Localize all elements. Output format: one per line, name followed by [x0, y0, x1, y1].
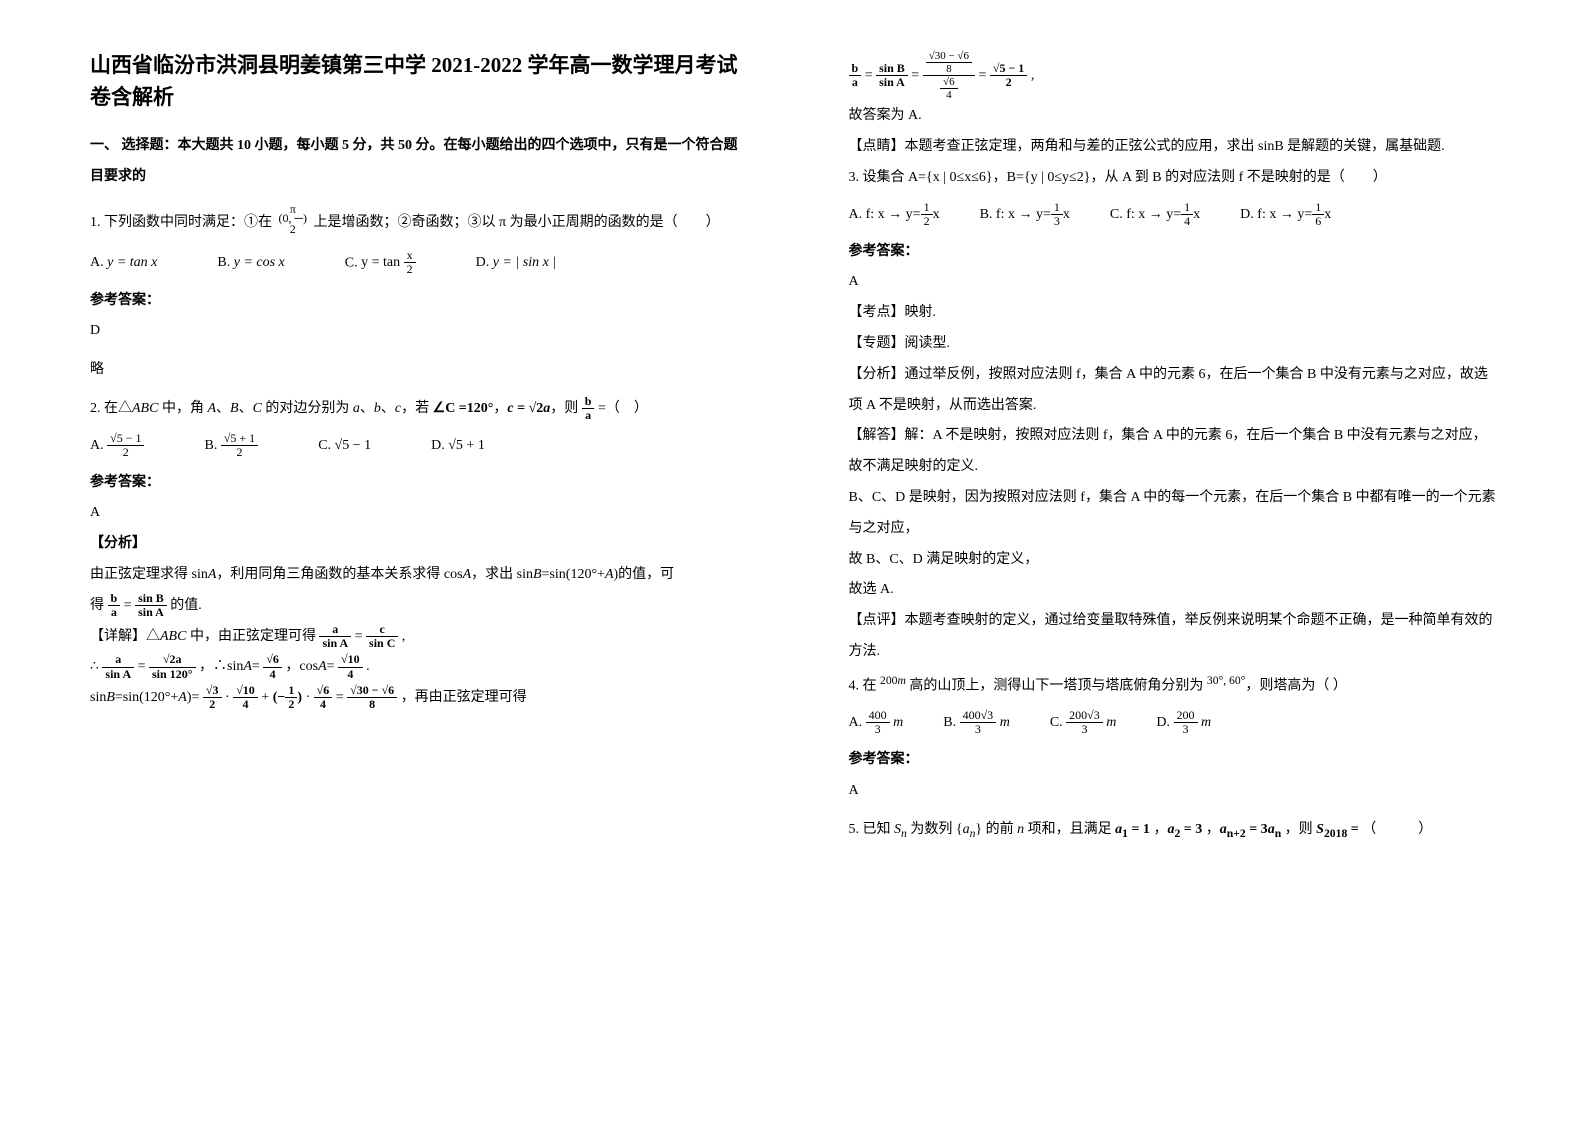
opt-label: C.	[318, 438, 334, 453]
q5-stem: 5. 已知 Sn 为数列 {an} 的前 n 项和，且满足 a1 = 1 ，a2…	[849, 815, 1498, 846]
q1-opt-d: D. y = | sin x |	[476, 248, 557, 279]
opt-text: y = tan x	[107, 255, 157, 270]
q2-analysis-body-2: 得 ba = sin Bsin A 的值.	[90, 591, 739, 622]
q1-opt-a: A. y = tan x	[90, 248, 157, 279]
q4-answer: A	[849, 776, 1498, 807]
q3-opt-d: D. f: x → y=16x	[1240, 200, 1331, 231]
q3-jieda-3: 故 B、C、D 满足映射的定义，	[849, 545, 1498, 576]
opt-label: B.	[217, 255, 233, 270]
left-column: 山西省临汾市洪洞县明姜镇第三中学 2021-2022 学年高一数学理月考试卷含解…	[0, 0, 794, 1122]
q3-zhuanti: 【专题】阅读型.	[849, 329, 1498, 360]
q1-options: A. y = tan x B. y = cos x C. y = tan x2 …	[90, 248, 739, 279]
q3-jieda-4: 故选 A.	[849, 575, 1498, 606]
q3-opt-b: B. f: x → y=13x	[980, 200, 1070, 231]
q1-stem: 1. 下列函数中同时满足：①在 π (0, ─) 2 上是增函数；②奇函数；③以…	[90, 203, 739, 243]
q3-fenxi: 【分析】通过举反例，按照对应法则 f，集合 A 中的元素 6，在后一个集合 B …	[849, 360, 1498, 422]
opt-text: y = cos x	[234, 255, 285, 270]
q1-solution: 略	[90, 355, 739, 386]
q1-opt-c: C. y = tan x2	[345, 248, 416, 279]
q2-analysis-body: 由正弦定理求得 sinA，利用同角三角函数的基本关系求得 cosA，求出 sin…	[90, 560, 739, 591]
opt-label: B.	[204, 438, 220, 453]
opt-label: A.	[90, 438, 107, 453]
q4-options: A. 4003 m B. 400√33 m C. 200√33 m D. 200…	[849, 708, 1498, 739]
q1-stem-b: 上是增函数；②奇函数；③以 π 为最小正周期的函数的是（ ）	[314, 215, 720, 230]
q2-answer-line: 故答案为 A.	[849, 101, 1498, 132]
opt-text: y = tan x2	[361, 255, 416, 270]
q1-opt-b: B. y = cos x	[217, 248, 284, 279]
opt-label: A.	[90, 255, 107, 270]
q3-opt-a: A. f: x → y=12x	[849, 200, 940, 231]
ref-answer-label: 参考答案：	[849, 237, 1498, 268]
q2-detail-1: 【详解】△ABC 中，由正弦定理可得 asin A = csin C ,	[90, 622, 739, 653]
q4-opt-c: C. 200√33 m	[1050, 708, 1117, 739]
q2-stem: 2. 在△ABC 中，角 A、B、C 的对边分别为 a、b、c，若 ∠C =12…	[90, 394, 739, 425]
ref-answer-label: 参考答案：	[90, 286, 739, 317]
q3-kaodian: 【考点】映射.	[849, 298, 1498, 329]
q2-opt-b: B. √5 + 12	[204, 431, 258, 462]
opt-label: D.	[476, 255, 493, 270]
q3-jieda-2: B、C、D 是映射，因为按照对应法则 f，集合 A 中的每一个元素，在后一个集合…	[849, 483, 1498, 545]
q3-stem: 3. 设集合 A={x | 0≤x≤6}，B={y | 0≤y≤2}，从 A 到…	[849, 163, 1498, 194]
right-column: ba = sin Bsin A = √30 − √68 √64 = √5 − 1…	[794, 0, 1587, 1122]
q2-answer: A	[90, 498, 739, 529]
section-1-header: 一、 选择题：本大题共 10 小题，每小题 5 分，共 50 分。在每小题给出的…	[90, 131, 739, 193]
q4-stem: 4. 在 200m 高的山顶上，测得山下一塔顶与塔底俯角分别为 30°, 60°…	[849, 668, 1498, 702]
q2-dianjing: 【点睛】本题考查正弦定理，两角和与差的正弦公式的应用，求出 sinB 是解题的关…	[849, 132, 1498, 163]
q2-opt-c: C. √5 − 1	[318, 431, 371, 462]
q2-detail-4: ba = sin Bsin A = √30 − √68 √64 = √5 − 1…	[849, 50, 1498, 101]
q1-answer: D	[90, 316, 739, 347]
q4-opt-d: D. 2003 m	[1156, 708, 1211, 739]
opt-label: D.	[431, 438, 448, 453]
q3-answer: A	[849, 267, 1498, 298]
q3-options: A. f: x → y=12x B. f: x → y=13x C. f: x …	[849, 200, 1498, 231]
q2-detail-2: ∴ asin A = √2asin 120° ，∴sinA= √64 ，cosA…	[90, 652, 739, 683]
opt-text: y = | sin x |	[493, 255, 556, 270]
q2-detail-3: sinB=sin(120°+A)= √32 · √104 + (−12) · √…	[90, 683, 739, 714]
opt-label: C.	[345, 256, 361, 271]
q3-dianping: 【点评】本题考查映射的定义，通过给变量取特殊值，举反例来说明某个命题不正确，是一…	[849, 606, 1498, 668]
q1-interval: π (0, ─) 2	[276, 203, 311, 243]
q2-opt-a: A. √5 − 12	[90, 431, 144, 462]
opt-text: √5 + 1	[448, 438, 485, 453]
ref-answer-label: 参考答案：	[90, 468, 739, 499]
q3-jieda-1: 【解答】解：A 不是映射，按照对应法则 f，集合 A 中的元素 6，在后一个集合…	[849, 421, 1498, 483]
q2-analysis-label: 【分析】	[90, 529, 739, 560]
q3-opt-c: C. f: x → y=14x	[1110, 200, 1200, 231]
ref-answer-label: 参考答案：	[849, 745, 1498, 776]
q1-stem-a: 1. 下列函数中同时满足：①在	[90, 215, 276, 230]
exam-title: 山西省临汾市洪洞县明姜镇第三中学 2021-2022 学年高一数学理月考试卷含解…	[90, 50, 739, 113]
q4-opt-a: A. 4003 m	[849, 708, 904, 739]
q4-opt-b: B. 400√33 m	[943, 708, 1010, 739]
page: 山西省临汾市洪洞县明姜镇第三中学 2021-2022 学年高一数学理月考试卷含解…	[0, 0, 1587, 1122]
q2-opt-d: D. √5 + 1	[431, 431, 485, 462]
opt-text: √5 − 1	[335, 438, 372, 453]
q2-options: A. √5 − 12 B. √5 + 12 C. √5 − 1 D. √5 + …	[90, 431, 739, 462]
